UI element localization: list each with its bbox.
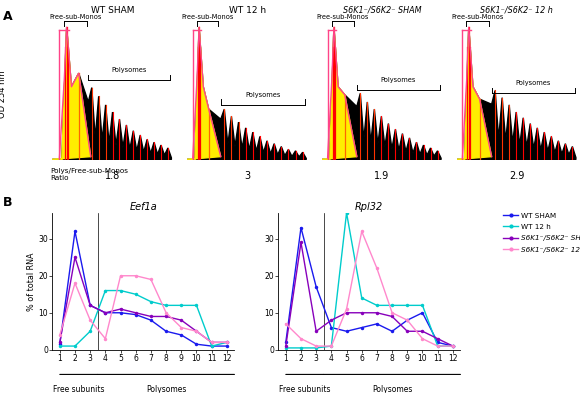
Polygon shape xyxy=(456,27,492,160)
Text: Free-sub-Monos: Free-sub-Monos xyxy=(182,14,234,20)
Title: S6K1⁻/S6K2⁻ 12 h: S6K1⁻/S6K2⁻ 12 h xyxy=(480,6,553,15)
Text: Polysomes: Polysomes xyxy=(111,67,147,73)
Text: Free-sub-Monos: Free-sub-Monos xyxy=(49,14,102,20)
Text: 2.9: 2.9 xyxy=(509,171,524,181)
Polygon shape xyxy=(187,27,306,160)
Title: S6K1⁻/S6K2⁻ SHAM: S6K1⁻/S6K2⁻ SHAM xyxy=(343,6,421,15)
Text: Free-sub-Monos: Free-sub-Monos xyxy=(317,14,369,20)
Polygon shape xyxy=(322,27,441,160)
Polygon shape xyxy=(52,27,90,160)
Text: Polysomes: Polysomes xyxy=(245,92,281,98)
Text: 1.8: 1.8 xyxy=(105,171,120,181)
Title: WT 12 h: WT 12 h xyxy=(229,6,266,15)
Text: B: B xyxy=(3,196,12,209)
Text: Free-sub-Monos: Free-sub-Monos xyxy=(452,14,504,20)
Text: Polysomes: Polysomes xyxy=(146,386,186,393)
Title: WT SHAM: WT SHAM xyxy=(90,6,134,15)
Text: 1.9: 1.9 xyxy=(375,171,390,181)
Text: Free subunits: Free subunits xyxy=(53,386,104,393)
Polygon shape xyxy=(52,27,171,160)
Text: Polysomes: Polysomes xyxy=(372,386,412,393)
Text: Polys/Free-sub-Monos
Ratio: Polys/Free-sub-Monos Ratio xyxy=(50,168,128,181)
Title: Rpl32: Rpl32 xyxy=(355,202,383,212)
Polygon shape xyxy=(187,27,221,160)
Legend: WT SHAM, WT 12 h, S6K1⁻/S6K2⁻ SHAM, S6K1⁻/S6K2⁻ 12 h: WT SHAM, WT 12 h, S6K1⁻/S6K2⁻ SHAM, S6K1… xyxy=(501,209,580,256)
Y-axis label: % of total RNA: % of total RNA xyxy=(27,252,35,310)
Text: Polysomes: Polysomes xyxy=(516,80,551,86)
Polygon shape xyxy=(456,27,576,160)
Text: Free subunits: Free subunits xyxy=(279,386,331,393)
Text: A: A xyxy=(3,10,13,23)
Text: Polysomes: Polysomes xyxy=(380,77,416,83)
Title: Eef1a: Eef1a xyxy=(129,202,157,212)
Text: OD 254 nm: OD 254 nm xyxy=(0,70,8,118)
Polygon shape xyxy=(322,27,357,160)
Text: 3: 3 xyxy=(244,171,251,181)
